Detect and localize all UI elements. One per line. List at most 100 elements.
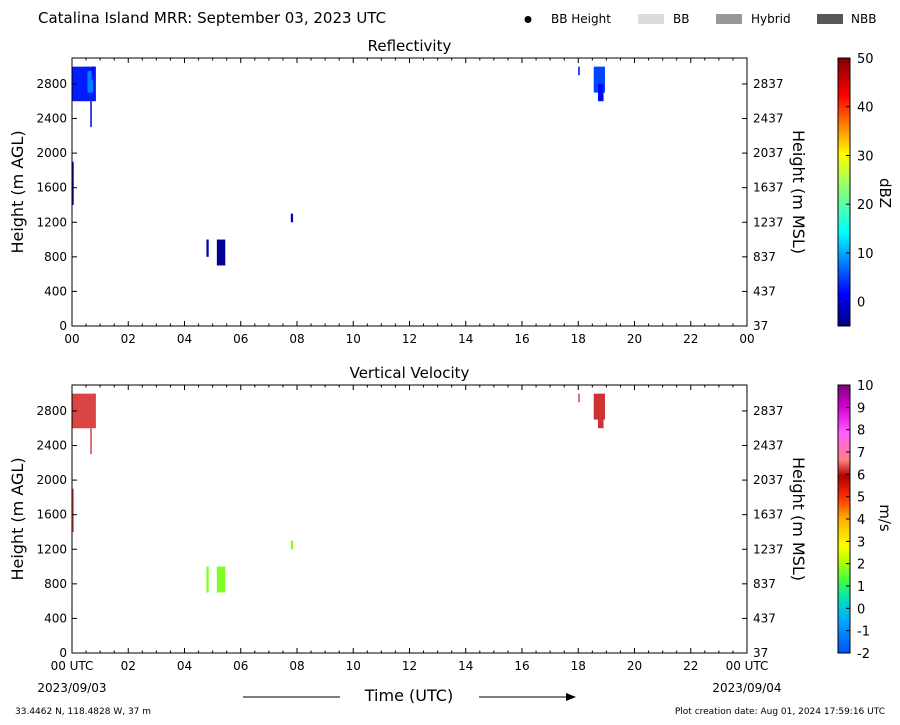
colorbar-tick-label: 10 (857, 247, 874, 262)
panel-title: Reflectivity (368, 37, 452, 55)
legend: BB Height BB Hybrid NBB (524, 12, 876, 26)
y-right-tick-label: 37 (753, 646, 768, 660)
legend-hybrid-label: Hybrid (751, 12, 791, 26)
y-tick-label: 800 (44, 250, 67, 264)
y-axis-label: Height (m AGL) (8, 457, 27, 580)
x-tick-label: 16 (514, 332, 529, 346)
plot-frame (71, 57, 748, 327)
colorbar-tick-label: -2 (857, 647, 870, 662)
echo-cell (206, 566, 209, 593)
y-right-tick-label: 837 (753, 577, 776, 591)
y-tick-label: 1200 (36, 542, 67, 556)
colorbar-tick-label: 8 (857, 424, 865, 439)
colorbar-tick-label: -1 (857, 625, 870, 640)
location-label: 33.4462 N, 118.4828 W, 37 m (15, 707, 151, 717)
x-tick-label: 06 (233, 659, 248, 673)
echo-cell (90, 428, 92, 455)
colorbar-tick-label: 4 (857, 513, 865, 528)
y-tick-label: 2800 (36, 77, 67, 91)
reflectivity-colorbar-label: dBZ (876, 178, 894, 208)
x-tick-label: 04 (177, 332, 192, 346)
colorbar-tick-label: 50 (857, 52, 874, 67)
echo-cell (290, 540, 294, 550)
y-tick-label: 400 (44, 284, 67, 298)
y-tick-label: 400 (44, 611, 67, 625)
legend-bb-height-marker (524, 16, 532, 23)
y-right-tick-label: 1237 (753, 542, 784, 556)
x-tick-label: 12 (402, 659, 417, 673)
colorbar-tick-label: 0 (857, 296, 865, 311)
echo-cell (593, 393, 605, 420)
figure-title: Catalina Island MRR: September 03, 2023 … (38, 9, 386, 27)
reflectivity-colorbar (837, 57, 851, 327)
y-tick-label: 0 (59, 319, 67, 333)
creation-date-label: Plot creation date: Aug 01, 2024 17:59:1… (675, 707, 885, 717)
colorbar-tick-label: 3 (857, 535, 865, 550)
echo-cell (593, 66, 605, 93)
y-tick-label: 2000 (36, 473, 67, 487)
x-tick-label: 12 (402, 332, 417, 346)
colorbar-tick-label: 0 (857, 602, 865, 617)
time-axis-label: Time (UTC) (364, 686, 453, 705)
plot-frame (71, 384, 748, 654)
colorbar-tick-label: 7 (857, 446, 865, 461)
y-tick-label: 1600 (36, 508, 67, 522)
x-tick-label: 02 (121, 332, 136, 346)
reflectivity-colorbar-ticks: 0 10 20 30 40 50 (846, 52, 874, 311)
colorbar-tick-label: 1 (857, 580, 865, 595)
y-tick-label: 2800 (36, 404, 67, 418)
x-tick-label: 22 (683, 332, 698, 346)
x-tick-label: 18 (571, 659, 586, 673)
x-tick-label: 14 (458, 659, 473, 673)
echo-cell (91, 66, 94, 80)
colorbar-tick-label: 6 (857, 468, 865, 483)
colorbar-tick-label: 40 (857, 101, 874, 116)
echo-cell (72, 161, 74, 205)
echo-cell (93, 393, 95, 403)
legend-bb-height-label: BB Height (551, 12, 611, 26)
echo-cell (578, 393, 580, 403)
y-tick-label: 2000 (36, 146, 67, 160)
legend-nbb-label: NBB (851, 12, 876, 26)
x-tick-label: 08 (289, 332, 304, 346)
y-right-tick-label: 437 (753, 611, 776, 625)
y-tick-label: 0 (59, 646, 67, 660)
x-tick-label: 08 (289, 659, 304, 673)
y-right-tick-label: 2037 (753, 473, 784, 487)
legend-bb-swatch (638, 14, 664, 24)
echo-cell (87, 70, 94, 93)
x-tick-label: 00 UTC (51, 659, 94, 673)
x-tick-label: 20 (627, 659, 642, 673)
x-tick-label: 00 UTC (726, 659, 769, 673)
y-tick-label: 800 (44, 577, 67, 591)
colorbar-tick-label: 5 (857, 491, 865, 506)
legend-bb-label: BB (673, 12, 689, 26)
x-tick-label: 06 (233, 332, 248, 346)
y-right-tick-label: 1637 (753, 508, 784, 522)
panel-title: Vertical Velocity (350, 364, 470, 382)
velocity-colorbar-label: m/s (876, 504, 894, 532)
x-tick-label: 10 (346, 332, 361, 346)
y-right-tick-label: 1637 (753, 181, 784, 195)
x-tick-label: 00 (739, 332, 754, 346)
echo-cell (216, 566, 226, 593)
echo-cell (290, 213, 294, 223)
echo-cell (93, 66, 95, 76)
y-right-tick-label: 2437 (753, 112, 784, 126)
y-right-tick-label: 437 (753, 284, 776, 298)
y-right-tick-label: 37 (753, 319, 768, 333)
legend-nbb-swatch (817, 14, 843, 24)
y-tick-label: 1600 (36, 181, 67, 195)
echo-cell (206, 239, 209, 257)
y-tick-label: 2400 (36, 112, 67, 126)
echo-cell (597, 83, 604, 102)
y-right-tick-label: 837 (753, 250, 776, 264)
y-right-axis-label: Height (m MSL) (789, 130, 808, 254)
y-right-tick-label: 2837 (753, 404, 784, 418)
x-tick-label: 00 (64, 332, 79, 346)
x-tick-label: 14 (458, 332, 473, 346)
start-date-label: 2023/09/03 (37, 681, 106, 695)
vertical-velocity-panel: Vertical Velocity 00 UTC 02 04 06 08 10 12 14 16 1… (8, 364, 808, 673)
